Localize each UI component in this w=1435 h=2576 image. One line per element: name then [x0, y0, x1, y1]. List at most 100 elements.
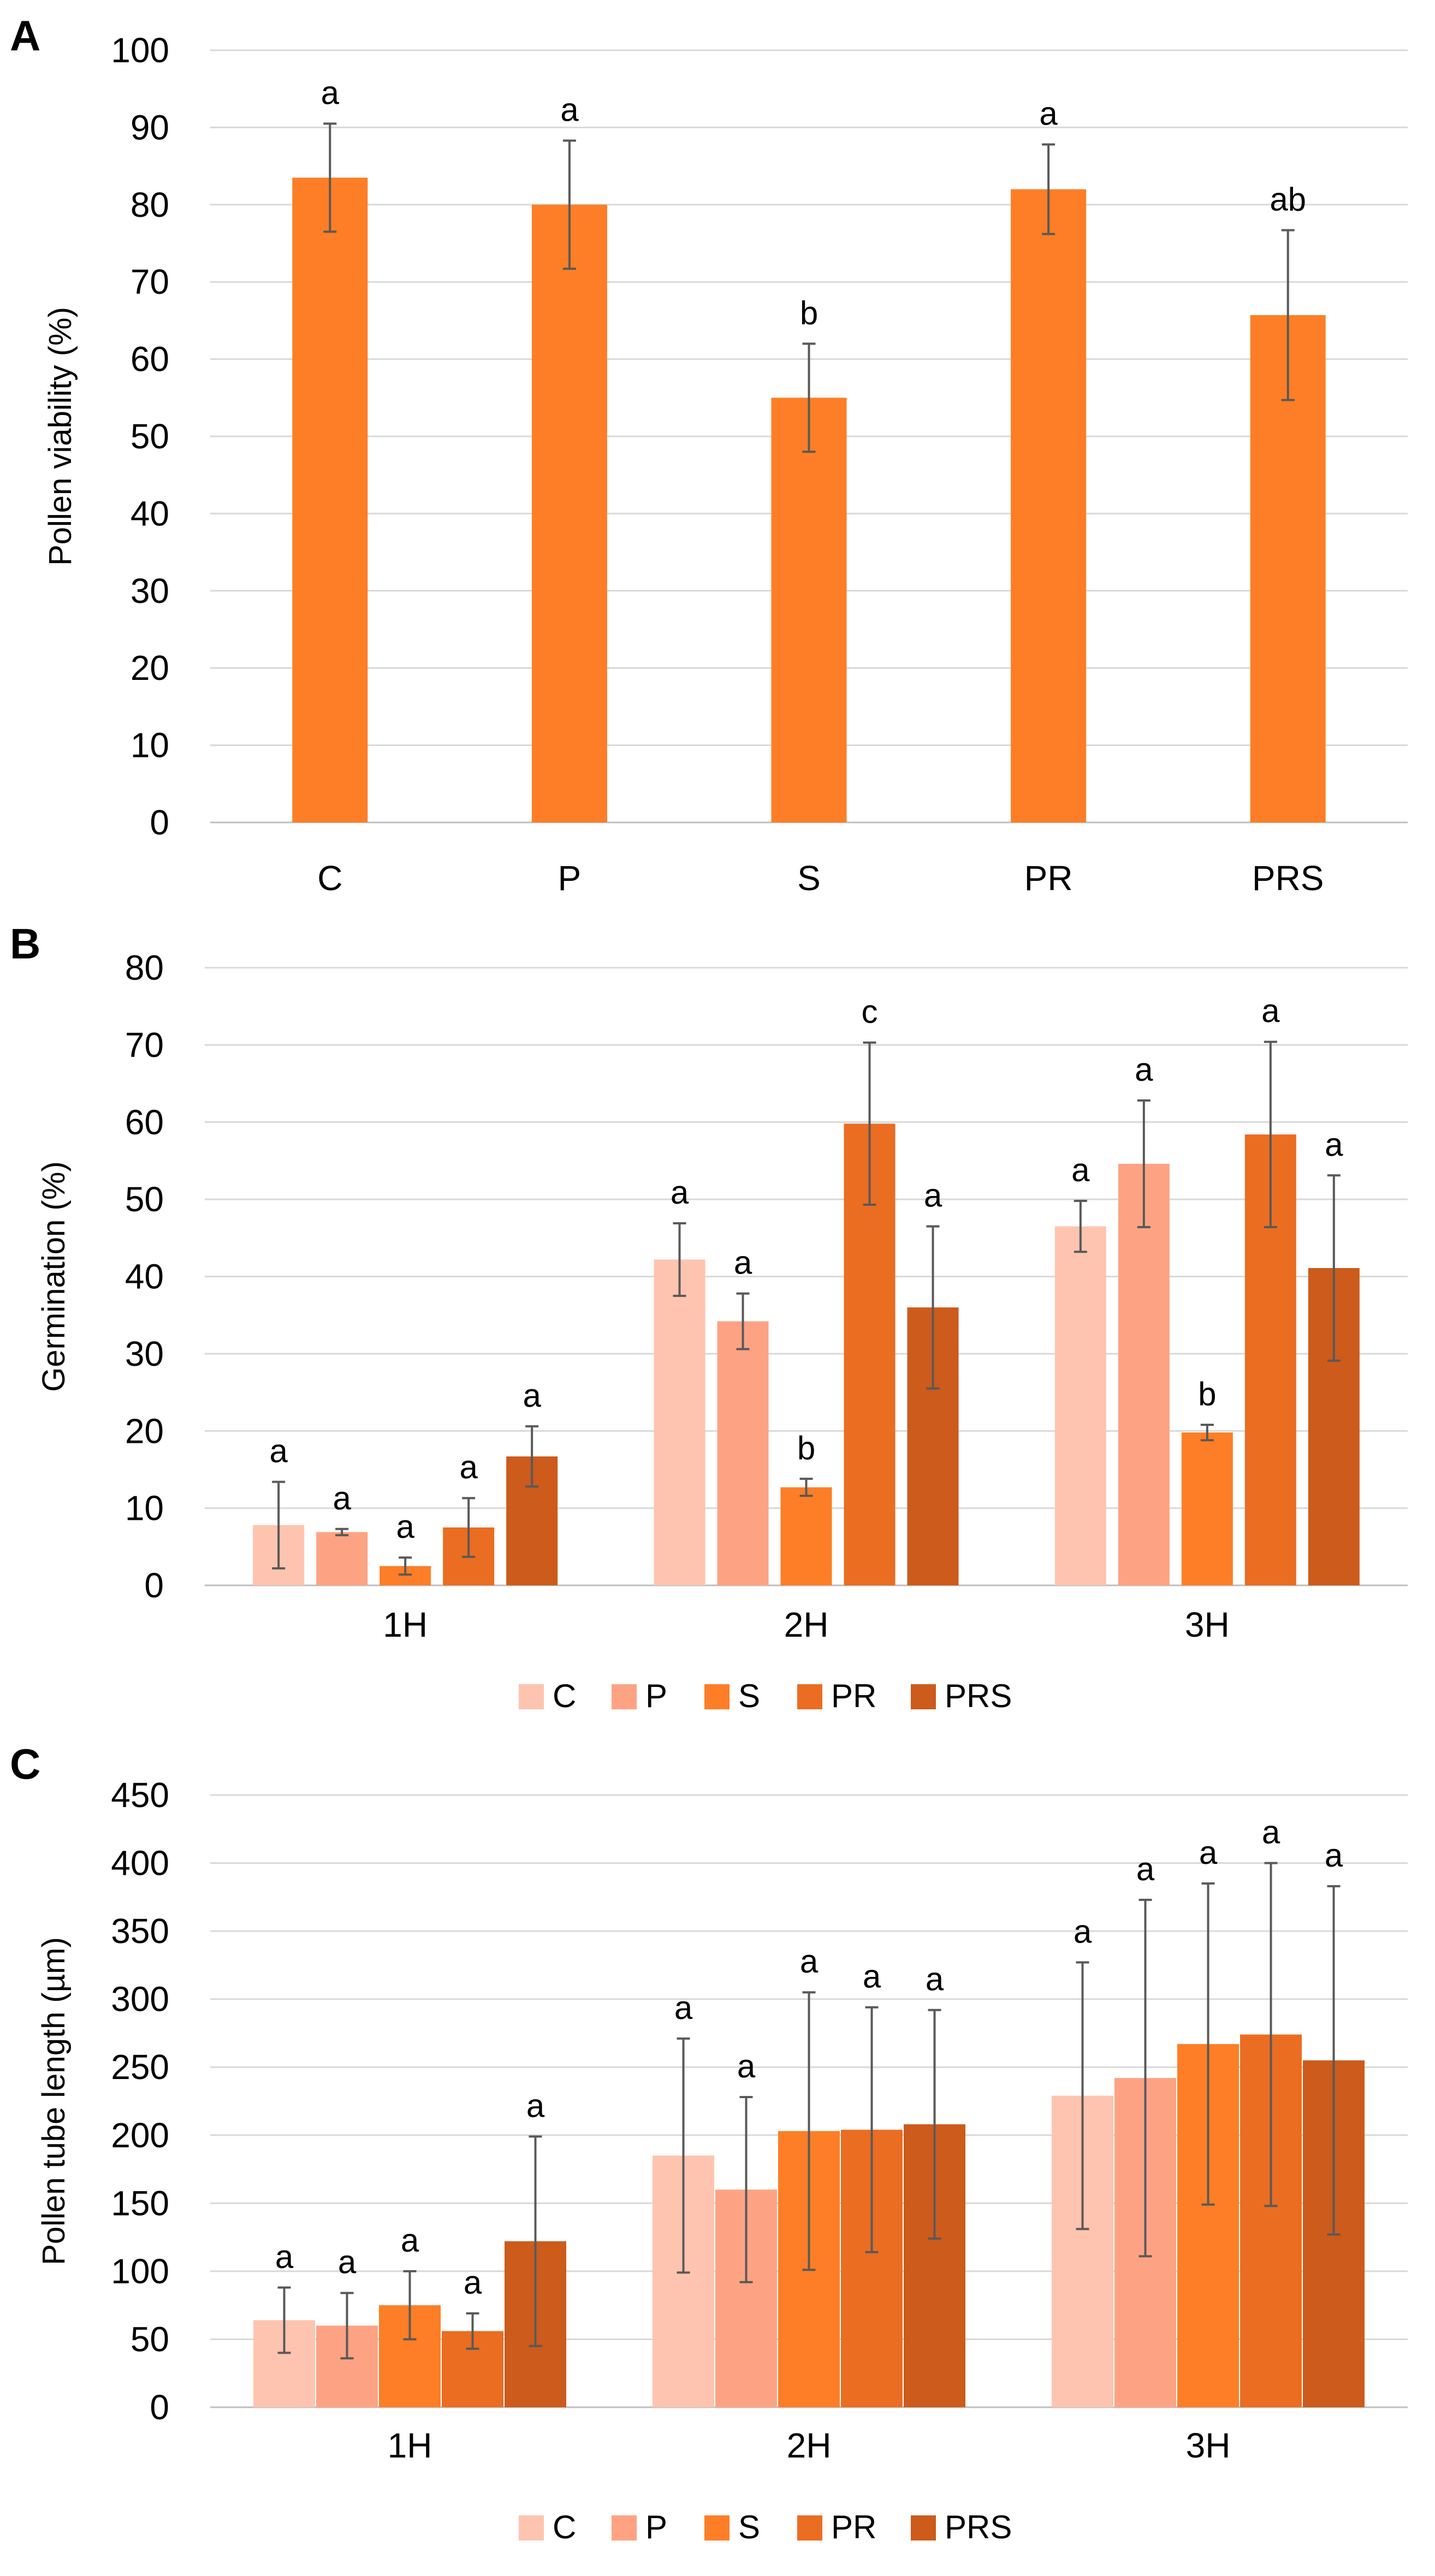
legend-swatch [612, 2515, 637, 2541]
y-tick-label: 0 [144, 1566, 164, 1605]
legend-swatch [911, 2515, 936, 2541]
bar [292, 177, 368, 822]
legend-swatch [797, 2515, 822, 2541]
x-category-label: PR [1024, 858, 1073, 898]
significance-letter: a [275, 2239, 294, 2275]
significance-letter: a [1325, 1126, 1343, 1163]
legend-label: S [738, 2509, 760, 2545]
y-tick-label: 30 [125, 1334, 164, 1373]
y-tick-label: 200 [111, 2116, 169, 2155]
y-tick-label: 0 [150, 2388, 169, 2427]
bar [316, 1532, 368, 1585]
significance-letter: a [560, 91, 579, 128]
y-tick-label: 20 [125, 1411, 164, 1450]
y-tick-label: 100 [111, 2252, 169, 2291]
y-tick-label: 50 [131, 2319, 169, 2359]
significance-letter: a [338, 2244, 357, 2281]
significance-letter: b [1198, 1376, 1216, 1412]
significance-letter: a [800, 1943, 819, 1980]
significance-letter: a [671, 1174, 689, 1211]
legend-swatch [911, 1684, 936, 1709]
panel-letter-a: A [10, 11, 40, 60]
y-tick-label: 10 [131, 726, 169, 765]
bar [1181, 1432, 1233, 1585]
bar [1118, 1164, 1170, 1585]
legend-label: PR [831, 1678, 876, 1714]
x-category-label: C [317, 858, 342, 898]
x-category-label: 2H [787, 2426, 832, 2465]
y-tick-label: 40 [125, 1257, 164, 1296]
y-tick-label: 80 [125, 948, 164, 987]
panel-b-germination-chart: 0 10 20 30 40 50 60 70 80 Germination (%) 1H a a a a a 2… [36, 948, 1408, 1714]
y-tick-label: 60 [125, 1103, 164, 1142]
x-category-label: PRS [1252, 858, 1324, 898]
significance-letter: a [269, 1433, 288, 1470]
legend-label: C [553, 2509, 576, 2545]
significance-letter: b [800, 294, 818, 331]
significance-letter: a [523, 1377, 541, 1414]
significance-letter: a [459, 1449, 478, 1485]
significance-letter: a [924, 1177, 942, 1214]
x-category-label: 3H [1186, 2426, 1231, 2465]
significance-letter: a [1135, 1051, 1153, 1088]
y-tick-label: 150 [111, 2183, 169, 2223]
y-tick-label: 50 [131, 417, 169, 456]
y-tick-label: 0 [150, 803, 169, 842]
significance-letter: a [863, 1958, 881, 1995]
y-axis-label: Germination (%) [36, 1161, 72, 1391]
y-tick-label: 10 [125, 1489, 164, 1528]
x-category-label: 2H [784, 1605, 829, 1644]
legend-swatch [519, 1684, 544, 1709]
y-axis-label: Pollen tube length (µm) [36, 1937, 72, 2265]
significance-letter: a [396, 1508, 414, 1545]
legend-label: C [553, 1678, 576, 1714]
significance-letter: a [674, 1989, 693, 2026]
bar [780, 1487, 832, 1585]
significance-letter: a [1262, 1814, 1280, 1851]
panel-letter-c: C [10, 1740, 40, 1788]
panel-c-tube-length-chart: 0 50 100 150 200 250 300 350 400 450 Pollen tube l… [36, 1775, 1408, 2545]
legend-label: S [738, 1678, 760, 1714]
significance-letter: a [926, 1961, 944, 1998]
y-tick-label: 70 [125, 1025, 164, 1064]
y-tick-label: 450 [111, 1775, 169, 1815]
significance-letter: a [1136, 1851, 1155, 1887]
legend-swatch [519, 2515, 544, 2541]
y-tick-label: 50 [125, 1180, 164, 1219]
y-tick-label: 40 [131, 494, 169, 533]
significance-letter: a [1325, 1837, 1343, 1874]
legend-swatch [704, 2515, 730, 2541]
y-axis-label: Pollen viability (%) [43, 307, 78, 566]
significance-letter: c [862, 993, 878, 1030]
bar [1054, 1226, 1106, 1585]
y-tick-label: 400 [111, 1844, 169, 1883]
x-category-label: S [797, 858, 821, 898]
legend-label: P [645, 1678, 667, 1714]
significance-letter: a [1071, 1152, 1090, 1188]
legend-swatch [704, 1684, 730, 1709]
x-category-label: 3H [1185, 1605, 1230, 1644]
legend-swatch [612, 1684, 637, 1709]
bar [1011, 189, 1087, 822]
significance-letter: a [1261, 993, 1280, 1029]
y-tick-label: 90 [131, 108, 169, 147]
significance-letter: a [1039, 96, 1058, 132]
legend-label: PR [831, 2509, 876, 2545]
x-category-label: P [558, 858, 582, 898]
x-category-label: 1H [388, 2426, 432, 2465]
x-category-label: 1H [383, 1605, 428, 1644]
significance-letter: a [734, 1245, 752, 1281]
significance-letter: a [333, 1480, 351, 1517]
y-tick-label: 250 [111, 2047, 169, 2087]
significance-letter: a [526, 2087, 545, 2124]
bar [654, 1259, 705, 1585]
significance-letter: a [401, 2222, 419, 2259]
significance-letter: a [321, 74, 340, 111]
y-tick-label: 100 [111, 31, 169, 70]
significance-letter: a [737, 2048, 756, 2085]
legend-label: P [645, 2509, 667, 2545]
panel-letter-b: B [10, 920, 40, 968]
bar [771, 398, 847, 822]
y-tick-label: 80 [131, 185, 169, 224]
